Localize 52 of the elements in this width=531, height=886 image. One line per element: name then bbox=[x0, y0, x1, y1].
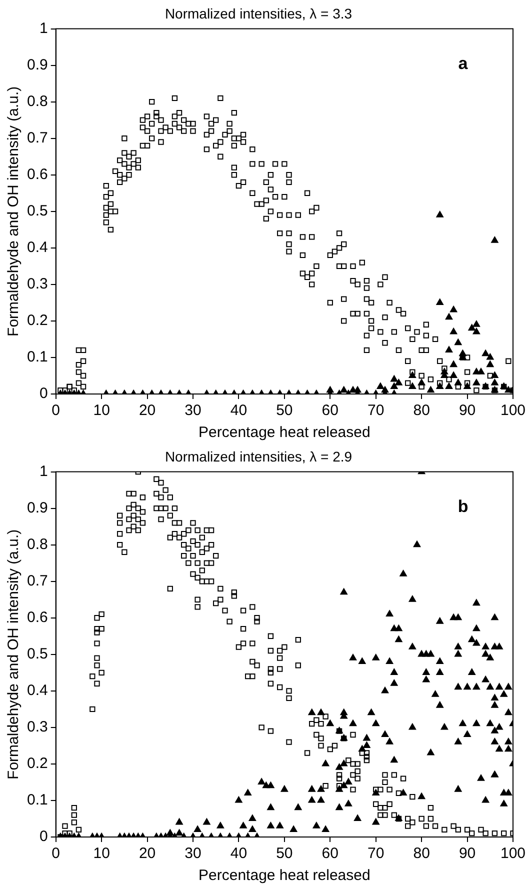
y-tick-label: 0.1 bbox=[26, 348, 48, 366]
x-axis-title: Percentage heat released bbox=[198, 867, 370, 884]
x-tick-label: 10 bbox=[93, 845, 110, 862]
x-tick-label: 0 bbox=[52, 402, 60, 420]
y-axis-title: Formaldehyde and OH intensity (a.u.) bbox=[5, 86, 22, 336]
y-tick-label: 0.2 bbox=[26, 755, 48, 772]
x-tick-label: 90 bbox=[458, 845, 476, 862]
x-tick-label: 20 bbox=[138, 845, 156, 862]
annotation: b bbox=[458, 496, 468, 516]
x-tick-label: 30 bbox=[184, 402, 202, 420]
y-tick-label: 0 bbox=[40, 828, 48, 846]
y-tick-label: 0.3 bbox=[26, 276, 48, 293]
y-tick-label: 0.8 bbox=[26, 536, 48, 553]
y-tick-label: 0.5 bbox=[26, 646, 48, 663]
x-tick-label: 100 bbox=[500, 402, 526, 420]
y-tick-label: 0.7 bbox=[26, 130, 48, 146]
x-tick-label: 70 bbox=[368, 402, 384, 420]
x-tick-label: 60 bbox=[322, 845, 338, 862]
x-tick-label: 70 bbox=[368, 845, 384, 862]
y-tick-label: 1 bbox=[40, 462, 48, 480]
y-tick-label: 0.2 bbox=[26, 312, 48, 330]
y-tick-label: 0.8 bbox=[26, 92, 48, 110]
y-tick-label: 0.1 bbox=[26, 792, 48, 809]
x-tick-label: 10 bbox=[93, 402, 110, 420]
x-axis-title: Percentage heat released bbox=[198, 424, 370, 442]
y-tick-label: 0.6 bbox=[26, 166, 48, 184]
y-tick-label: 1 bbox=[40, 20, 48, 37]
y-tick-label: 0.4 bbox=[26, 239, 48, 256]
y-tick-label: 0.5 bbox=[26, 202, 48, 220]
y-tick-label: 0.4 bbox=[26, 682, 48, 700]
chart-title: Normalized intensities, λ = 2.9 bbox=[164, 448, 352, 464]
x-tick-label: 90 bbox=[458, 402, 476, 420]
x-tick-label: 80 bbox=[413, 845, 430, 862]
x-tick-label: 50 bbox=[276, 845, 293, 862]
chart-title: Normalized intensities, λ = 3.3 bbox=[164, 5, 352, 22]
y-tick-label: 0.7 bbox=[26, 572, 48, 590]
annotation: a bbox=[458, 54, 468, 73]
x-tick-label: 40 bbox=[230, 845, 248, 862]
y-tick-label: 0.3 bbox=[26, 718, 48, 736]
y-tick-label: 0.9 bbox=[26, 499, 48, 516]
x-tick-label: 0 bbox=[52, 845, 60, 862]
x-tick-label: 60 bbox=[322, 402, 338, 420]
x-tick-label: 100 bbox=[500, 845, 526, 862]
x-tick-label: 50 bbox=[276, 402, 293, 420]
y-tick-label: 0.6 bbox=[26, 609, 48, 626]
x-tick-label: 20 bbox=[138, 402, 156, 420]
x-tick-label: 30 bbox=[184, 845, 202, 862]
x-tick-label: 40 bbox=[230, 402, 248, 420]
x-tick-label: 80 bbox=[413, 402, 430, 420]
y-axis-title: Formaldehyde and OH intensity (a.u.) bbox=[5, 529, 22, 780]
y-tick-label: 0 bbox=[40, 385, 48, 402]
y-tick-label: 0.9 bbox=[26, 56, 48, 74]
